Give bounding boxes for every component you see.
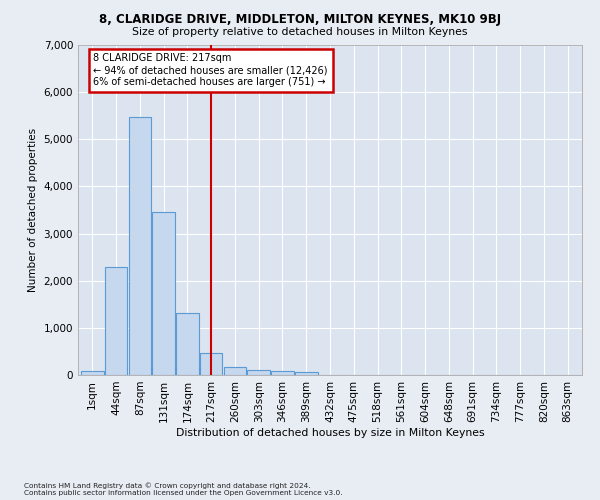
- Bar: [271, 371, 294, 375]
- Bar: [81, 371, 104, 375]
- Bar: [128, 117, 151, 375]
- Text: Contains HM Land Registry data © Crown copyright and database right 2024.: Contains HM Land Registry data © Crown c…: [24, 482, 311, 489]
- Bar: [200, 354, 223, 375]
- Bar: [247, 370, 270, 375]
- Text: 8, CLARIDGE DRIVE, MIDDLETON, MILTON KEYNES, MK10 9BJ: 8, CLARIDGE DRIVE, MIDDLETON, MILTON KEY…: [99, 12, 501, 26]
- Text: Contains public sector information licensed under the Open Government Licence v3: Contains public sector information licen…: [24, 490, 343, 496]
- Bar: [295, 372, 317, 375]
- X-axis label: Distribution of detached houses by size in Milton Keynes: Distribution of detached houses by size …: [176, 428, 484, 438]
- Bar: [152, 212, 175, 375]
- Bar: [224, 367, 246, 375]
- Bar: [105, 266, 127, 375]
- Y-axis label: Number of detached properties: Number of detached properties: [28, 128, 38, 292]
- Text: 8 CLARIDGE DRIVE: 217sqm
← 94% of detached houses are smaller (12,426)
6% of sem: 8 CLARIDGE DRIVE: 217sqm ← 94% of detach…: [94, 54, 328, 86]
- Bar: [176, 313, 199, 375]
- Text: Size of property relative to detached houses in Milton Keynes: Size of property relative to detached ho…: [132, 27, 468, 37]
